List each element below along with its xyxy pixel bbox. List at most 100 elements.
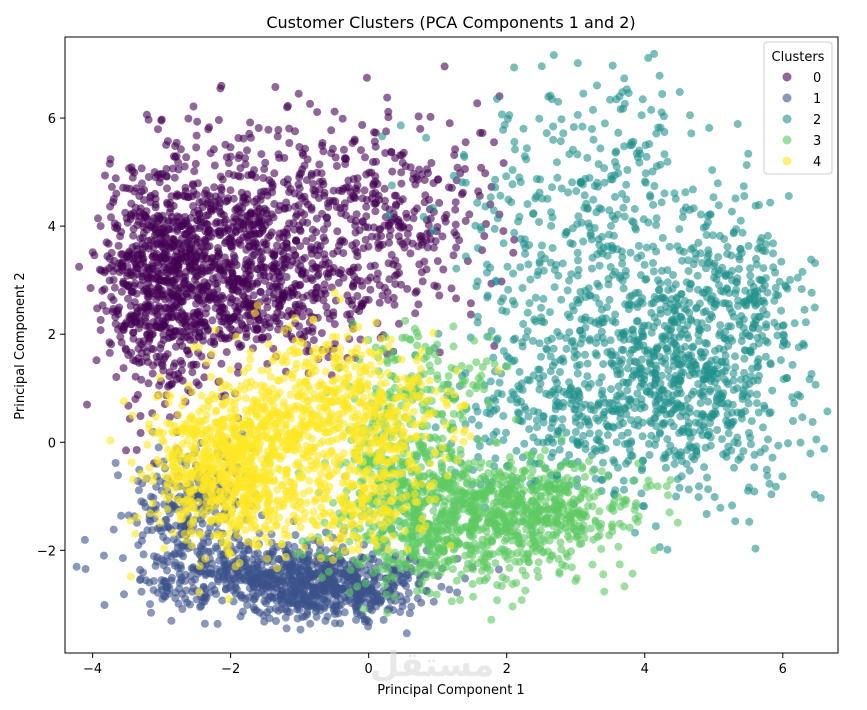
data-point xyxy=(548,213,557,222)
data-point xyxy=(186,256,195,265)
data-point xyxy=(478,129,487,137)
data-point xyxy=(649,259,657,267)
data-point xyxy=(157,555,166,564)
data-point xyxy=(112,189,121,198)
data-point xyxy=(241,160,250,169)
data-point xyxy=(189,181,198,190)
data-point xyxy=(263,297,272,306)
data-point xyxy=(175,295,184,304)
data-point xyxy=(107,340,116,349)
data-point xyxy=(798,413,807,422)
data-point xyxy=(208,559,216,568)
data-point xyxy=(750,288,759,297)
data-point xyxy=(369,568,378,577)
data-point xyxy=(278,297,287,306)
data-point xyxy=(137,164,146,173)
data-point xyxy=(369,223,378,232)
data-point xyxy=(375,281,384,290)
data-point xyxy=(198,203,207,212)
data-point xyxy=(293,210,301,219)
data-point xyxy=(621,459,630,468)
data-point xyxy=(644,218,653,227)
data-point xyxy=(263,608,271,617)
data-point xyxy=(566,239,575,248)
data-point xyxy=(261,591,270,600)
data-point xyxy=(289,219,298,227)
data-point xyxy=(391,280,400,289)
data-point xyxy=(559,357,568,366)
data-point xyxy=(549,135,558,144)
data-point xyxy=(339,249,348,258)
data-point xyxy=(299,151,308,160)
data-point xyxy=(198,197,207,206)
data-point xyxy=(524,260,533,269)
data-point xyxy=(547,453,556,462)
data-point xyxy=(727,207,736,216)
data-point xyxy=(143,263,152,272)
data-point xyxy=(531,317,540,326)
data-point xyxy=(384,211,393,220)
data-point xyxy=(650,182,659,190)
data-point xyxy=(600,408,609,416)
data-point xyxy=(398,597,407,606)
data-point xyxy=(258,309,267,318)
data-point xyxy=(623,166,632,174)
data-point xyxy=(167,616,176,625)
data-point xyxy=(724,380,733,389)
data-point xyxy=(150,552,158,561)
data-point xyxy=(753,333,762,342)
data-point xyxy=(90,251,99,260)
data-point xyxy=(401,162,410,171)
data-point xyxy=(672,492,681,501)
data-point xyxy=(174,599,183,608)
data-point xyxy=(194,381,203,390)
data-point xyxy=(599,458,607,467)
data-point xyxy=(285,139,294,147)
data-point xyxy=(452,294,461,303)
data-point xyxy=(324,269,333,278)
data-point xyxy=(475,191,484,200)
data-point xyxy=(655,286,664,295)
data-point xyxy=(314,270,323,279)
data-point xyxy=(270,593,279,602)
data-point xyxy=(127,199,136,208)
data-point xyxy=(392,270,401,279)
data-point xyxy=(139,228,148,237)
data-point xyxy=(109,198,118,207)
data-point xyxy=(549,438,558,447)
data-point xyxy=(214,251,222,260)
data-point xyxy=(191,328,200,337)
data-point xyxy=(255,218,264,227)
data-point xyxy=(140,186,149,194)
data-point xyxy=(262,206,271,215)
data-point xyxy=(675,225,684,234)
data-point xyxy=(663,545,672,554)
data-point xyxy=(186,213,195,222)
data-point xyxy=(298,218,307,227)
data-point xyxy=(594,429,603,438)
data-point xyxy=(693,318,702,327)
data-point xyxy=(556,368,564,376)
data-point xyxy=(728,501,737,510)
data-point xyxy=(187,240,196,249)
data-point xyxy=(605,206,614,215)
data-point xyxy=(620,74,629,83)
data-point xyxy=(334,278,343,287)
data-point xyxy=(380,184,389,193)
data-point xyxy=(675,88,684,96)
data-point xyxy=(807,255,816,264)
data-point xyxy=(776,356,785,365)
data-point xyxy=(465,210,474,219)
data-point xyxy=(539,412,548,421)
data-point xyxy=(577,403,586,412)
data-point xyxy=(250,209,259,218)
data-point xyxy=(687,129,696,138)
data-point xyxy=(387,181,396,190)
data-point xyxy=(651,414,660,423)
data-point xyxy=(274,606,283,615)
data-point xyxy=(381,196,389,205)
data-point xyxy=(557,434,566,443)
data-point xyxy=(178,359,187,368)
data-point xyxy=(812,435,821,444)
data-point xyxy=(746,264,755,273)
